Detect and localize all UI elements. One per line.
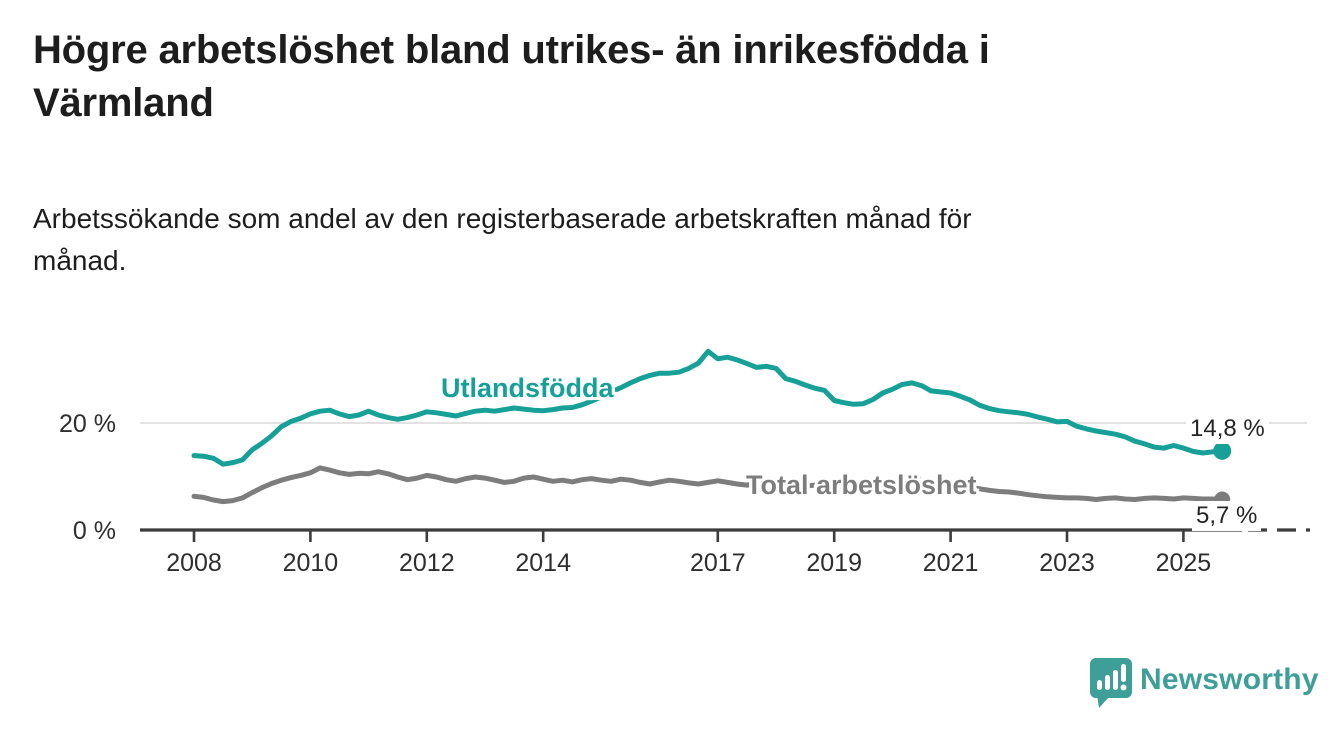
x-axis-tick-label-2012: 2012 [399,549,455,577]
newsworthy-logo: Newsworthy [1088,656,1319,710]
page-subtitle: Arbetssökande som andel av den registerb… [33,198,972,282]
logo-exclamation-bar [1121,664,1126,682]
logo-bar-medium [1105,675,1110,690]
logo-bar-large [1113,670,1118,690]
end-value-label-total-arbetsloshet: 5,7 % [1192,501,1262,531]
y-axis-tick-label-0: 0 % [73,517,116,545]
x-axis-tick-label-2014: 2014 [515,549,571,577]
x-axis-tick-label-2023: 2023 [1039,549,1095,577]
page-title-line2: Värmland [33,81,214,125]
x-axis-tick-label-2021: 2021 [923,549,979,577]
x-axis-tick-label-2008: 2008 [166,549,222,577]
page-subtitle-line1: Arbetssökande som andel av den registerb… [33,203,972,234]
x-axis-tick-label-2017: 2017 [690,549,746,577]
series-line-utlandsfodda [191,348,1225,467]
logo-exclamation-dot [1120,684,1127,691]
newsworthy-logo-text: Newsworthy [1140,663,1319,696]
page-title-line1: Högre arbetslöshet bland utrikes- än inr… [33,28,990,72]
series-label-total-arbetsloshet: Total arbetslöshet [746,470,977,500]
x-axis-tick-label-2025: 2025 [1156,549,1212,577]
series-line-total-arbetsloshet [191,465,1225,505]
page-subtitle-line2: månad. [33,245,127,276]
end-value-label-utlandsfodda: 14,8 % [1186,414,1269,444]
page-title: Högre arbetslöshet bland utrikes- än inr… [33,24,990,130]
x-axis-tick-label-2019: 2019 [806,549,862,577]
x-axis-tick-label-2010: 2010 [283,549,339,577]
newsworthy-logo-icon [1090,658,1132,708]
y-axis-tick-label-20: 20 % [59,410,116,438]
series-end-dot-utlandsfodda [1213,441,1232,460]
series-label-utlandsfodda: Utlandsfödda [441,373,614,403]
logo-bar-small [1097,680,1102,690]
